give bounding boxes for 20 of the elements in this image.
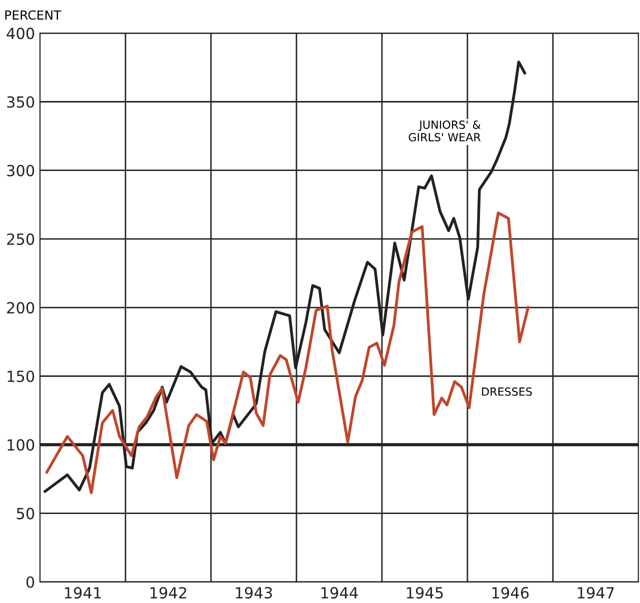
y-tick-label: 100: [8, 439, 34, 451]
annotation: JUNIORS' & GIRLS' WEAR: [408, 120, 481, 142]
annotation: DRESSES: [482, 387, 532, 396]
x-tick-label: 1942: [150, 587, 186, 599]
x-tick-label: 1944: [321, 587, 358, 599]
y-tick-label: 350: [7, 96, 34, 108]
y-axis-title: PERCENT: [5, 10, 62, 20]
y-tick-label: 0: [26, 576, 34, 588]
y-tick-label: 250: [7, 233, 34, 245]
x-tick-label: 1943: [236, 587, 272, 599]
x-tick-label: 1947: [578, 587, 614, 599]
y-tick-label: 200: [7, 302, 34, 314]
y-tick-label: 400: [6, 28, 34, 40]
x-tick-label: 1945: [406, 587, 443, 599]
x-tick-label: 1946: [492, 587, 529, 599]
y-tick-label: 300: [7, 164, 34, 176]
x-tick-label: 1941: [64, 587, 101, 599]
y-tick-label: 50: [16, 508, 34, 520]
y-tick-label: 150: [8, 370, 34, 382]
line-series: [45, 211, 530, 494]
